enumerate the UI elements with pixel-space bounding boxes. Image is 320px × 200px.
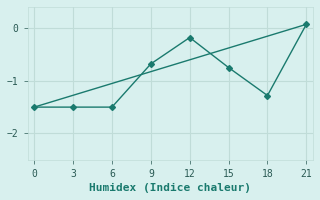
X-axis label: Humidex (Indice chaleur): Humidex (Indice chaleur) xyxy=(89,183,251,193)
